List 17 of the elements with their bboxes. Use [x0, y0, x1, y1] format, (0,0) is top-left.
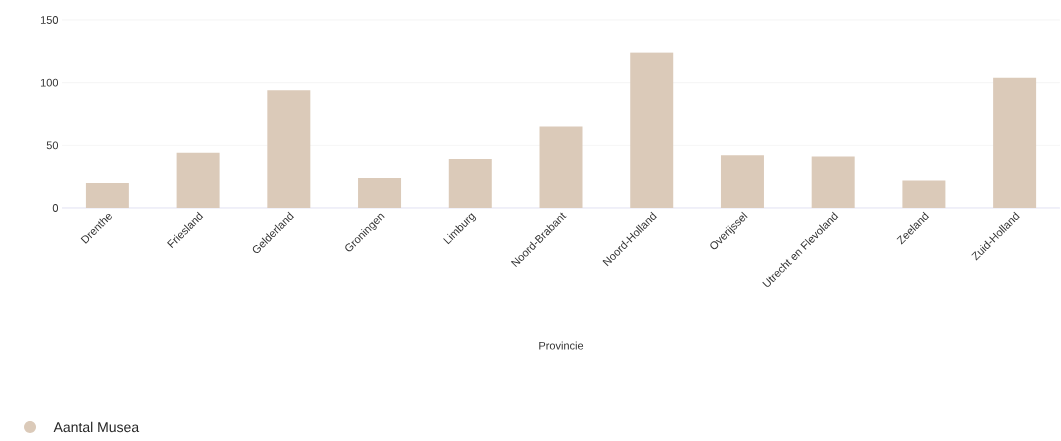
y-tick-label: 100	[40, 78, 59, 87]
bar	[630, 52, 674, 208]
bar	[902, 180, 946, 208]
bar	[358, 177, 402, 208]
bar	[448, 159, 492, 208]
bar	[267, 90, 311, 208]
bar	[993, 77, 1037, 208]
y-tick-label: 0	[52, 204, 59, 212]
bar	[85, 182, 129, 208]
y-tick-label: 50	[46, 141, 59, 150]
bar	[539, 126, 583, 208]
y-tick-label: 150	[40, 16, 59, 24]
legend-label: Aantal Musea	[53, 421, 140, 433]
x-axis-title: Provincie	[539, 341, 584, 350]
bar	[720, 155, 764, 208]
bar	[176, 152, 220, 208]
bar	[811, 156, 855, 208]
